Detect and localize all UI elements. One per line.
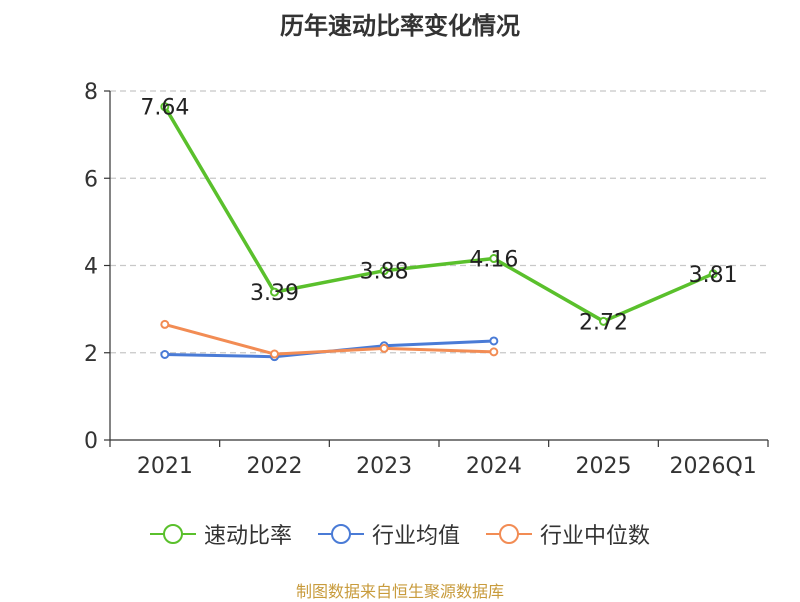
x-tick-label: 2023 xyxy=(356,454,412,479)
legend-label-industry-mean: 行业均值 xyxy=(371,524,460,549)
data-label: 4.16 xyxy=(469,248,518,273)
data-label: 3.81 xyxy=(689,263,738,288)
data-point xyxy=(599,316,608,326)
x-tick-label: 2022 xyxy=(247,454,303,479)
data-point xyxy=(708,269,718,279)
chart-title: 历年速动比率变化情况 xyxy=(280,12,520,40)
y-tick-label: 4 xyxy=(84,255,98,280)
x-tick-label: 2025 xyxy=(576,454,632,479)
data-label-layer: 7.64 3.39 3.88 4.16 2.72 3.81 xyxy=(140,96,737,336)
data-point xyxy=(489,254,499,264)
data-label: 3.39 xyxy=(250,281,299,306)
y-tick-label: 0 xyxy=(84,429,98,454)
legend-label-quick-ratio: 速动比率 xyxy=(203,524,292,549)
data-label: 7.64 xyxy=(140,96,189,121)
axis-layer: 0 2 4 6 8 2021 2022 2023 2024 2025 2026Q1 xyxy=(84,80,769,479)
legend-label-industry-median: 行业中位数 xyxy=(540,524,651,549)
legend-item-industry-median[interactable]: 行业中位数 xyxy=(486,518,650,550)
data-point xyxy=(160,349,170,359)
grid-layer xyxy=(110,90,768,354)
series-layer xyxy=(160,102,718,362)
data-point xyxy=(270,349,279,359)
y-tick-label: 8 xyxy=(84,80,98,105)
legend-swatch-industry-mean-icon xyxy=(317,524,364,544)
data-point xyxy=(379,266,389,276)
data-point xyxy=(160,319,170,329)
data-label: 2.72 xyxy=(579,310,628,335)
data-label: 3.88 xyxy=(360,260,409,285)
series-line-0 xyxy=(163,105,714,324)
y-tick-label: 2 xyxy=(84,342,98,367)
series-line-2 xyxy=(164,322,494,356)
data-point xyxy=(160,102,170,112)
legend-swatch-quick-ratio-icon xyxy=(149,524,196,544)
x-tick-label: 2024 xyxy=(466,454,522,479)
data-point xyxy=(489,336,499,346)
data-point xyxy=(270,287,279,297)
legend-item-quick-ratio[interactable]: 速动比率 xyxy=(149,518,292,550)
legend-item-industry-mean[interactable]: 行业均值 xyxy=(317,518,460,550)
legend: 速动比率 行业均值 行业中位数 xyxy=(0,518,800,550)
legend-swatch-industry-median-icon xyxy=(486,524,532,544)
x-tick-label: 2026Q1 xyxy=(670,454,757,479)
y-tick-label: 6 xyxy=(84,167,98,192)
x-tick-label: 2021 xyxy=(137,454,193,479)
data-point xyxy=(379,343,389,353)
data-point xyxy=(489,347,499,357)
source-note: 制图数据来自恒生聚源数据库 xyxy=(295,582,504,601)
